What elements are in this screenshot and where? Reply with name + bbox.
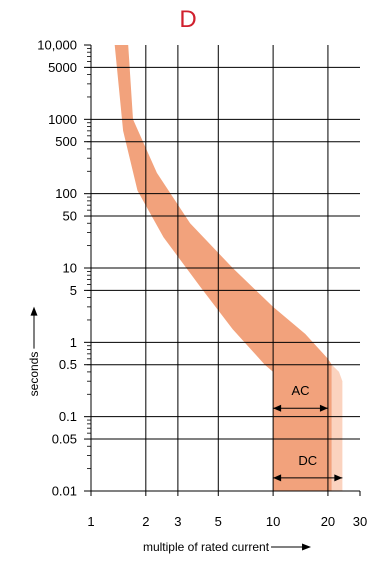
x-tick-label: 10 bbox=[266, 514, 280, 529]
annotation-label: AC bbox=[291, 383, 309, 398]
annotations: AC DC bbox=[30, 306, 343, 551]
chart-title: D bbox=[179, 6, 197, 33]
y-tick-label: 10,000 bbox=[37, 38, 77, 53]
y-tick-label: 5 bbox=[70, 283, 77, 298]
y-tick-label: 10 bbox=[63, 261, 77, 276]
trip-band-light bbox=[331, 364, 343, 491]
y-tick-label: 1000 bbox=[48, 112, 77, 127]
x-tick-label: 5 bbox=[215, 514, 222, 529]
y-tick-label: 0.01 bbox=[52, 484, 77, 499]
axes bbox=[84, 44, 361, 496]
y-tick-label: 0.05 bbox=[52, 432, 77, 447]
tick-labels: 1 2 3 5 10 20 30 10,000 5000 1000 500 100 50 10 5 1 0.5 0… bbox=[37, 38, 367, 530]
y-axis-label: seconds bbox=[27, 352, 41, 397]
annotation-arrowhead-left bbox=[273, 404, 282, 412]
annotation-label: DC bbox=[298, 453, 317, 468]
y-tick-label: 50 bbox=[63, 209, 77, 224]
y-tick-label: 100 bbox=[55, 186, 77, 201]
x-tick-label: 30 bbox=[353, 514, 367, 529]
axis-labels: multiple of rated current seconds bbox=[27, 352, 270, 554]
y-label-arrowhead bbox=[30, 306, 38, 316]
y-tick-label: 0.1 bbox=[59, 409, 77, 424]
x-tick-label: 20 bbox=[321, 514, 335, 529]
annotation-arrowhead-right bbox=[319, 404, 328, 412]
y-tick-label: 500 bbox=[55, 134, 77, 149]
y-tick-label: 5000 bbox=[48, 60, 77, 75]
annotation-arrowhead-left bbox=[273, 474, 282, 482]
x-tick-label: 1 bbox=[87, 514, 94, 529]
x-tick-label: 2 bbox=[142, 514, 149, 529]
y-tick-label: 0.5 bbox=[59, 357, 77, 372]
y-tick-label: 1 bbox=[70, 335, 77, 350]
x-tick-label: 3 bbox=[174, 514, 181, 529]
x-axis-label: multiple of rated current bbox=[143, 540, 270, 554]
annotation-arrowhead-right bbox=[334, 474, 343, 482]
x-label-arrowhead bbox=[302, 543, 312, 551]
grid-lines bbox=[91, 45, 360, 491]
